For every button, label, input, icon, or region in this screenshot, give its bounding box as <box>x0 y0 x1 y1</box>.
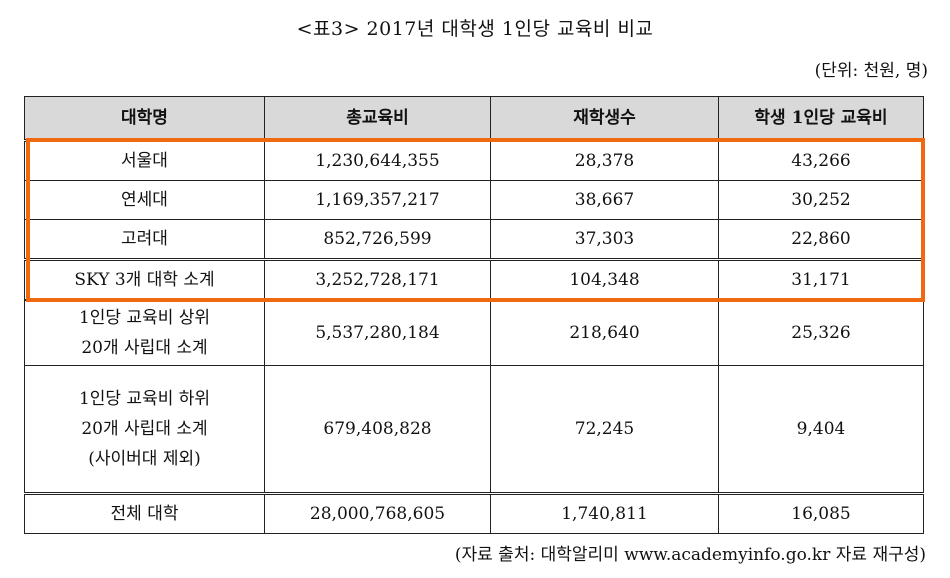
per-student-cost: 31,171 <box>718 258 924 301</box>
per-student-cost: 16,085 <box>718 492 924 534</box>
student-count: 72,245 <box>490 365 719 494</box>
header-per-student: 학생 1인당 교육비 <box>718 96 924 142</box>
university-name-line: 20개 사립대 소계 <box>81 338 208 358</box>
unit-note: (단위: 천원, 명) <box>814 61 928 81</box>
source-note: (자료 출처: 대학알리미 www.academyinfo.go.kr 자료 재… <box>454 545 926 565</box>
per-student-cost: 30,252 <box>718 180 924 220</box>
student-count: 37,303 <box>490 219 719 260</box>
table-title: <표3> 2017년 대학생 1인당 교육비 비교 <box>296 18 654 40</box>
university-name: SKY 3개 대학 소계 <box>24 258 265 301</box>
university-name: 전체 대학 <box>24 492 265 534</box>
university-name-line: 1인당 교육비 상위 <box>78 308 211 328</box>
student-count: 38,667 <box>490 180 719 220</box>
student-count: 28,378 <box>490 140 719 181</box>
university-name: 고려대 <box>24 219 265 260</box>
university-name: 서울대 <box>24 140 265 181</box>
table-row: 연세대 1,169,357,217 38,667 30,252 <box>24 180 924 220</box>
total-cost: 3,252,728,171 <box>264 258 491 301</box>
table-row: 1인당 교육비 하위 20개 사립대 소계 (사이버대 제외) 679,408,… <box>24 365 924 494</box>
per-student-cost: 25,326 <box>718 299 924 366</box>
student-count: 104,348 <box>490 258 719 301</box>
total-cost: 1,169,357,217 <box>264 180 491 220</box>
header-university: 대학명 <box>24 96 265 142</box>
university-name-line: (사이버대 제외) <box>88 449 201 469</box>
per-student-cost: 9,404 <box>718 365 924 494</box>
per-student-cost: 43,266 <box>718 140 924 181</box>
university-name-line: 1인당 교육비 하위 <box>78 389 211 409</box>
university-name: 연세대 <box>24 180 265 220</box>
university-name: 1인당 교육비 하위 20개 사립대 소계 (사이버대 제외) <box>24 365 265 494</box>
university-name: 1인당 교육비 상위 20개 사립대 소계 <box>24 299 265 366</box>
total-cost: 679,408,828 <box>264 365 491 494</box>
header-students: 재학생수 <box>490 96 719 142</box>
header-row: 대학명 총교육비 재학생수 학생 1인당 교육비 <box>24 96 924 142</box>
per-student-cost: 22,860 <box>718 219 924 260</box>
total-cost: 28,000,768,605 <box>264 492 491 534</box>
total-cost: 1,230,644,355 <box>264 140 491 181</box>
education-cost-table: 대학명 총교육비 재학생수 학생 1인당 교육비 서울대 1,230,644,3… <box>24 96 924 534</box>
university-name-line: 20개 사립대 소계 <box>81 419 208 439</box>
table-row: 고려대 852,726,599 37,303 22,860 <box>24 219 924 260</box>
student-count: 1,740,811 <box>490 492 719 534</box>
table-row: SKY 3개 대학 소계 3,252,728,171 104,348 31,17… <box>24 258 924 301</box>
total-cost: 852,726,599 <box>264 219 491 260</box>
total-cost: 5,537,280,184 <box>264 299 491 366</box>
table-row: 서울대 1,230,644,355 28,378 43,266 <box>24 140 924 181</box>
table-row: 전체 대학 28,000,768,605 1,740,811 16,085 <box>24 492 924 534</box>
student-count: 218,640 <box>490 299 719 366</box>
header-total-cost: 총교육비 <box>264 96 491 142</box>
table-row: 1인당 교육비 상위 20개 사립대 소계 5,537,280,184 218,… <box>24 299 924 366</box>
